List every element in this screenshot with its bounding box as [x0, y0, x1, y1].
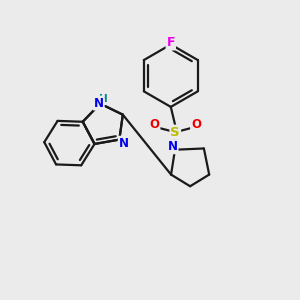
Text: N: N	[168, 140, 178, 153]
Text: H: H	[99, 94, 108, 104]
Text: O: O	[191, 118, 201, 131]
Text: O: O	[149, 118, 160, 131]
Text: N: N	[94, 97, 104, 110]
Text: N: N	[119, 137, 129, 150]
Text: S: S	[170, 126, 180, 139]
Text: F: F	[167, 37, 175, 50]
